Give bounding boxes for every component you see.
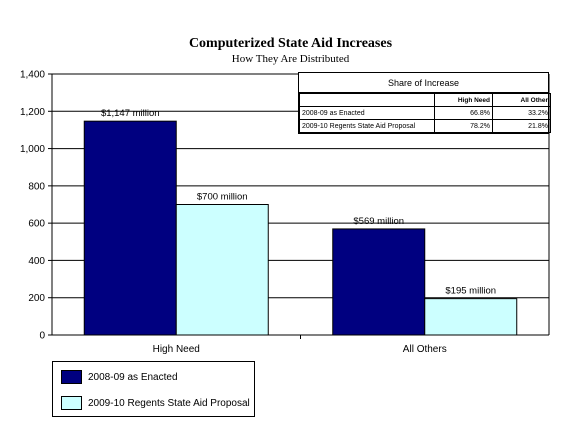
bar bbox=[83, 120, 177, 336]
y-tick-label: 800 bbox=[28, 181, 45, 192]
data-label: $195 million bbox=[445, 286, 496, 297]
data-label: $569 million bbox=[353, 216, 404, 227]
share-of-increase-table: Share of Increase High Need All Other 20… bbox=[298, 72, 551, 134]
y-tick-label: 1,000 bbox=[20, 144, 45, 155]
bar bbox=[175, 204, 269, 336]
y-tick-label: 1,400 bbox=[20, 70, 45, 81]
y-tick-label: 600 bbox=[28, 219, 45, 230]
share-table-cell: 66.8% bbox=[434, 106, 493, 120]
share-table-cell: 2008-09 as Enacted bbox=[299, 106, 435, 120]
share-table-title: Share of Increase bbox=[299, 73, 548, 93]
share-table-cell: 21.8% bbox=[492, 119, 551, 133]
share-table-header-cell bbox=[299, 93, 435, 107]
data-label: $700 million bbox=[197, 192, 248, 203]
y-tick-label: 200 bbox=[28, 293, 45, 304]
legend-swatch bbox=[61, 396, 82, 410]
share-table-header-row: High Need All Other bbox=[299, 93, 551, 107]
y-tick-label: 0 bbox=[39, 331, 45, 342]
share-table-cell: 78.2% bbox=[434, 119, 493, 133]
chart-legend: 2008-09 as Enacted 2009-10 Regents State… bbox=[52, 361, 255, 417]
share-table-header-cell: High Need bbox=[434, 93, 493, 107]
bar bbox=[332, 228, 426, 336]
y-tick-label: 1,200 bbox=[20, 107, 45, 118]
share-table: High Need All Other 2008-09 as Enacted 6… bbox=[299, 93, 551, 133]
chart-title: Computerized State Aid Increases bbox=[188, 36, 393, 51]
legend-label: 2008-09 as Enacted bbox=[88, 371, 178, 383]
y-tick-label: 400 bbox=[28, 256, 45, 267]
bar bbox=[424, 298, 518, 336]
legend-label: 2009-10 Regents State Aid Proposal bbox=[88, 397, 250, 409]
data-label: $1,147 million bbox=[101, 108, 160, 119]
share-table-row: 2009-10 Regents State Aid Proposal 78.2%… bbox=[299, 119, 551, 133]
share-table-header-cell: All Other bbox=[492, 93, 551, 107]
chart-subtitle: How They Are Distributed bbox=[231, 53, 350, 65]
share-table-row: 2008-09 as Enacted 66.8% 33.2% bbox=[299, 106, 551, 120]
x-tick-label: High Need bbox=[153, 344, 200, 355]
x-tick-label: All Others bbox=[403, 344, 447, 355]
share-table-cell: 2009-10 Regents State Aid Proposal bbox=[299, 119, 435, 133]
legend-item: 2009-10 Regents State Aid Proposal bbox=[61, 396, 250, 410]
legend-item: 2008-09 as Enacted bbox=[61, 370, 178, 384]
legend-swatch bbox=[61, 370, 82, 384]
share-table-cell: 33.2% bbox=[492, 106, 551, 120]
